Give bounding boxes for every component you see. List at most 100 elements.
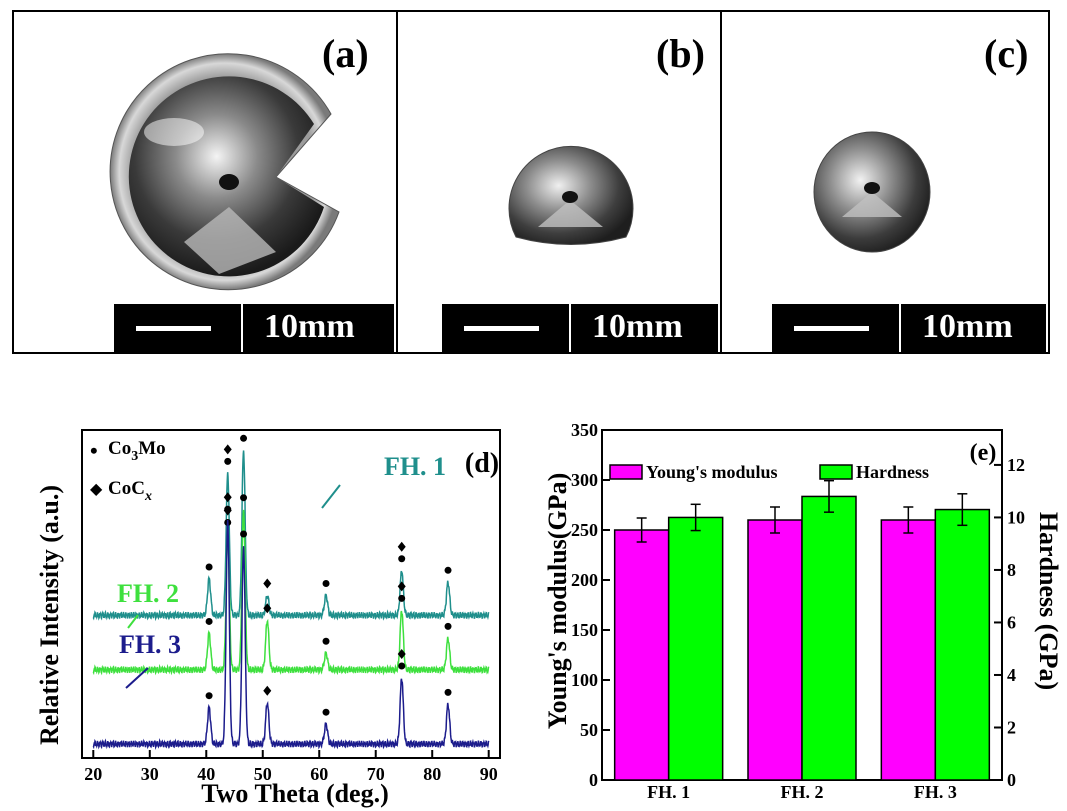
xrd-marker-co3mo <box>322 637 330 645</box>
scale-text-b: 10mm <box>592 308 683 345</box>
bar-ylabel-left: Young's modulus(GPa) <box>543 473 572 729</box>
xrd-marker-co3mo <box>398 662 406 670</box>
xrd-marker-co3mo <box>224 457 232 465</box>
xrd-series-fh-3-line <box>92 519 490 750</box>
bar-category-label: FH. 1 <box>647 782 690 802</box>
bar-hardness-fh-2 <box>801 495 857 781</box>
xrd-marker-co3mo <box>398 594 406 602</box>
xrd-marker-cocx <box>223 492 232 503</box>
xrd-marker-co3mo <box>240 530 248 538</box>
xrd-xtick-label: 70 <box>367 764 385 784</box>
bar-ytick-left-label: 250 <box>571 520 598 540</box>
photo-panel-c: (c) 10mm <box>722 12 1048 352</box>
xrd-marker-cocx <box>263 603 272 614</box>
legend-label-cocx: CoCx <box>108 478 152 504</box>
bar-ytick-right-label: 8 <box>1007 560 1016 580</box>
xrd-series-fh-2-line <box>92 509 490 676</box>
xrd-marker-cocx <box>397 581 406 592</box>
scale-separator-a <box>241 304 243 352</box>
bar-young-s-modulus-fh-1 <box>613 529 670 781</box>
scale-text-c: 10mm <box>922 308 1013 345</box>
scale-separator-c <box>899 304 901 352</box>
xrd-marker-co3mo <box>205 617 213 625</box>
bar-ytick-left-label: 150 <box>571 620 598 640</box>
xrd-xlabel: Two Theta (deg.) <box>201 779 389 808</box>
xrd-series-label-fh-2: FH. 2 <box>117 579 179 608</box>
xrd-marker-cocx <box>223 444 232 455</box>
photo-part-a-image <box>109 53 340 291</box>
scale-line-c <box>794 326 869 331</box>
photo-part-c-image <box>813 131 931 253</box>
scale-separator-b <box>569 304 571 352</box>
photo-part-b-image <box>508 145 634 245</box>
xrd-ylabel: Relative Intensity (a.u.) <box>35 485 64 745</box>
xrd-xtick-label: 80 <box>423 764 441 784</box>
xrd-xtick-label: 30 <box>141 764 159 784</box>
xrd-marker-co3mo <box>224 505 232 513</box>
legend-marker-co3mo: • <box>90 438 98 463</box>
photo-panel-b: (b) 10mm <box>398 12 720 352</box>
legend-swatch-young-s-modulus <box>609 464 643 480</box>
xrd-xtick-label: 50 <box>254 764 272 784</box>
xrd-marker-co3mo <box>205 563 213 571</box>
scale-bar-b: 10mm <box>442 304 718 352</box>
panel-divider-1 <box>396 12 398 352</box>
xrd-marker-cocx <box>263 578 272 589</box>
bar-ylabel-right: Hardness (GPa) <box>1034 512 1063 690</box>
bar-ytick-right-label: 6 <box>1007 612 1016 632</box>
bar-young-s-modulus-fh-3 <box>880 519 937 781</box>
scale-bar-c: 10mm <box>772 304 1046 352</box>
xrd-xtick-label: 60 <box>310 764 328 784</box>
xrd-marker-co3mo <box>444 566 452 574</box>
bar-ytick-right-label: 4 <box>1007 665 1016 685</box>
scale-text-a: 10mm <box>264 308 355 345</box>
bar-ytick-left-label: 0 <box>589 770 598 790</box>
legend-swatch-hardness <box>819 464 853 480</box>
legend-label-co3mo: Co3Mo <box>108 438 166 464</box>
bar-category-label: FH. 2 <box>781 782 824 802</box>
xrd-marker-co3mo <box>444 688 452 696</box>
photo-panel-a: (a) 10mm <box>14 12 396 352</box>
bar-ytick-right-label: 0 <box>1007 770 1016 790</box>
xrd-marker-cocx <box>263 685 272 696</box>
xrd-series-label-fh-1: FH. 1 <box>384 452 446 481</box>
xrd-xtick-label: 40 <box>197 764 215 784</box>
bar-young-s-modulus-fh-2 <box>747 519 803 781</box>
xrd-marker-co3mo <box>444 622 452 630</box>
bar-ytick-left-label: 200 <box>571 570 598 590</box>
xrd-frame <box>81 429 501 759</box>
xrd-arrow-fh1 <box>321 484 341 509</box>
bar-ytick-left-label: 50 <box>580 720 598 740</box>
xrd-arrow-fh3 <box>125 667 149 689</box>
xrd-marker-co3mo <box>322 580 330 587</box>
xrd-panel-label: (d) <box>465 448 499 479</box>
mechanical-bar-chart: Young's modulus(GPa) Hardness (GPa) (e) … <box>543 420 1063 802</box>
xrd-marker-cocx <box>397 649 406 659</box>
bar-ytick-left-label: 300 <box>571 470 598 490</box>
panel-label-a: (a) <box>322 31 369 76</box>
legend-marker-cocx: ◆ <box>90 481 103 498</box>
photo-strip: (a) 10mm (b) 10mm <box>12 10 1050 354</box>
xrd-arrow-fh2 <box>127 614 139 629</box>
bar-ytick-left-label: 100 <box>571 670 598 690</box>
xrd-xtick-label: 90 <box>480 764 498 784</box>
scale-line-b <box>464 326 539 331</box>
xrd-marker-co3mo <box>240 494 248 502</box>
xrd-chart: Relative Intensity (a.u.) Two Theta (deg… <box>35 429 501 808</box>
xrd-legend: • Co3Mo ◆ CoCx <box>90 438 166 504</box>
bar-panel-label: (e) <box>970 440 997 466</box>
scale-line-a <box>136 326 211 331</box>
xrd-series-fh-1-line <box>92 450 490 622</box>
bar-ytick-right-label: 10 <box>1007 507 1025 527</box>
panel-divider-2 <box>720 12 722 352</box>
bar-category-label: FH. 3 <box>914 782 957 802</box>
bar-hardness-fh-1 <box>667 516 724 781</box>
xrd-marker-cocx <box>397 541 406 552</box>
xrd-marker-co3mo <box>240 434 248 442</box>
bar-hardness-fh-3 <box>934 508 991 781</box>
xrd-marker-co3mo <box>205 692 213 700</box>
scale-bar-a: 10mm <box>114 304 394 352</box>
legend-label-young-s-modulus: Young's modulus <box>646 462 778 482</box>
xrd-marker-co3mo <box>398 555 406 563</box>
panel-label-c: (c) <box>984 31 1029 76</box>
